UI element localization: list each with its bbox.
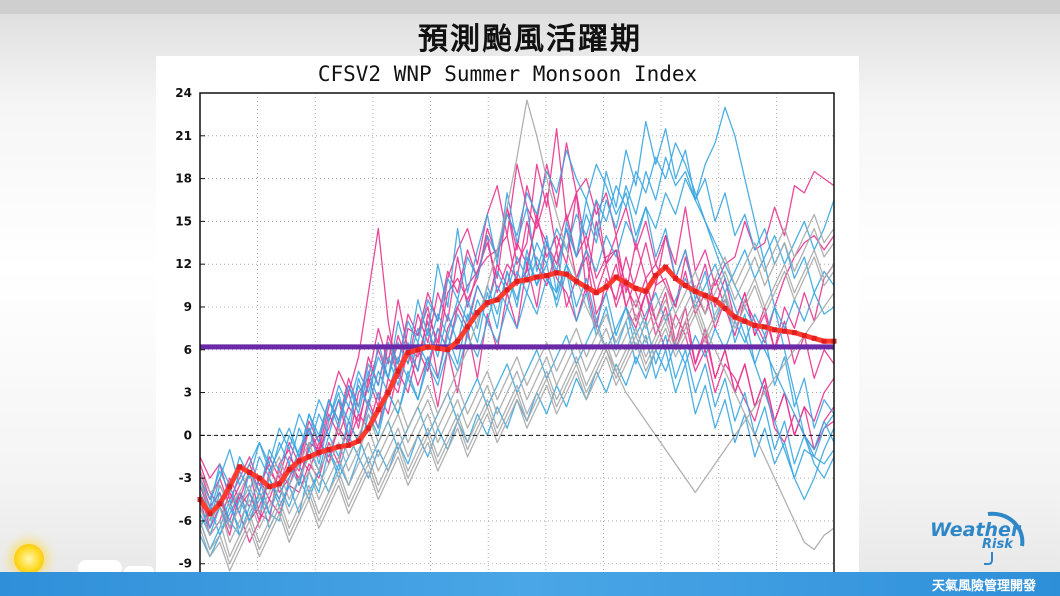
mean-point xyxy=(742,318,748,324)
mean-point xyxy=(791,330,797,336)
mean-point xyxy=(682,283,688,289)
mean-point xyxy=(346,442,352,448)
y-tick-label: 24 xyxy=(175,86,192,100)
mean-point xyxy=(316,449,322,455)
mean-point xyxy=(237,464,243,470)
mean-point xyxy=(524,277,530,283)
ensemble-member-line-17 xyxy=(199,249,835,565)
mean-point xyxy=(653,273,659,279)
mean-point xyxy=(722,305,728,311)
mean-point xyxy=(405,350,411,356)
mean-point xyxy=(554,270,560,276)
y-tick-label: 3 xyxy=(184,386,192,400)
top-band xyxy=(0,0,1060,14)
ensemble-member-line-9 xyxy=(199,249,835,551)
mean-point xyxy=(435,345,441,351)
y-tick-label: 21 xyxy=(175,129,192,143)
mean-point xyxy=(504,287,510,293)
mean-point xyxy=(474,310,480,316)
mean-point xyxy=(772,327,778,333)
mean-point xyxy=(692,288,698,294)
logo-hook xyxy=(984,552,993,565)
slide-title: 預測颱風活躍期 xyxy=(418,22,642,57)
mean-point xyxy=(445,347,451,353)
mean-point xyxy=(326,447,332,453)
logo-word: Weather xyxy=(930,519,1022,541)
y-tick-label: 18 xyxy=(175,172,192,186)
mean-point xyxy=(821,338,827,344)
monsoon-index-chart: 24 21 18 15 12 9 6 3 0 -3 -6 -9 xyxy=(175,86,837,579)
mean-point xyxy=(266,484,272,490)
y-tick-label: -3 xyxy=(179,471,192,485)
mean-point xyxy=(217,501,223,507)
ensemble-member-line-13 xyxy=(199,292,835,536)
mean-point xyxy=(514,278,520,284)
mean-point xyxy=(752,323,758,329)
mean-point xyxy=(455,338,461,344)
footer-text: 天氣風險管理開發 xyxy=(931,579,1036,594)
mean-point xyxy=(385,390,391,396)
mean-point xyxy=(425,344,431,350)
mean-point xyxy=(573,278,579,284)
ensemble-member-line-19 xyxy=(199,227,835,543)
ensemble-member-line-16 xyxy=(199,156,835,515)
mean-point xyxy=(306,454,312,460)
y-tick-label: -6 xyxy=(179,514,192,528)
mean-point xyxy=(712,297,718,303)
chart-title: CFSV2 WNP Summer Monsoon Index xyxy=(317,62,698,86)
ensemble-member-line-20 xyxy=(199,213,835,529)
mean-point xyxy=(534,274,540,280)
mean-point xyxy=(286,467,292,473)
mean-point xyxy=(256,475,262,481)
weather-risk-logo: Weather Risk xyxy=(930,511,1025,565)
ensemble-member-line-22 xyxy=(199,99,835,508)
y-tick-label: 9 xyxy=(184,300,192,314)
mean-point xyxy=(494,297,500,303)
mean-point xyxy=(464,324,470,330)
mean-point xyxy=(613,274,619,280)
mean-point xyxy=(375,407,381,413)
logo-sub: Risk xyxy=(982,537,1014,552)
mean-point xyxy=(663,264,669,270)
logo-arc xyxy=(987,511,1025,547)
y-tick-label: 6 xyxy=(184,343,192,357)
sun-icon xyxy=(14,544,44,574)
mean-point xyxy=(296,458,302,464)
mean-point xyxy=(633,285,639,291)
mean-point xyxy=(276,481,282,487)
mean-point xyxy=(544,273,550,279)
mean-point xyxy=(356,438,361,444)
mean-point xyxy=(643,288,649,294)
mean-point xyxy=(484,300,490,306)
mean-point xyxy=(227,484,233,490)
mean-point xyxy=(593,290,599,296)
mean-point xyxy=(415,347,421,353)
ensemble-member-line-18 xyxy=(199,299,835,558)
mean-point xyxy=(673,275,678,281)
y-tick-label: 12 xyxy=(175,257,192,271)
mean-point xyxy=(336,444,342,450)
mean-point xyxy=(583,284,589,290)
mean-point xyxy=(801,333,807,338)
mean-point xyxy=(702,293,708,299)
ensemble-member-line-4 xyxy=(199,227,835,501)
mean-point xyxy=(732,314,738,320)
ensemble-member-line-14 xyxy=(199,256,835,522)
mean-point xyxy=(623,280,629,286)
y-tick-label: -9 xyxy=(179,557,192,571)
chart-panel: CFSV2 WNP Summer Monsoon Index 24 21 18 15 1… xyxy=(156,56,859,596)
y-tick-label: 15 xyxy=(175,214,192,228)
mean-point xyxy=(247,469,253,475)
y-tick-label: 0 xyxy=(184,428,192,442)
mean-point xyxy=(603,284,609,290)
mean-point xyxy=(781,328,787,334)
mean-point xyxy=(762,324,768,330)
mean-point xyxy=(811,335,817,341)
mean-point xyxy=(365,425,371,431)
mean-point xyxy=(395,368,401,374)
footer-band xyxy=(0,572,1060,596)
mean-point xyxy=(207,511,213,517)
mean-point xyxy=(564,271,570,277)
ensemble-member-line-11 xyxy=(199,106,835,558)
